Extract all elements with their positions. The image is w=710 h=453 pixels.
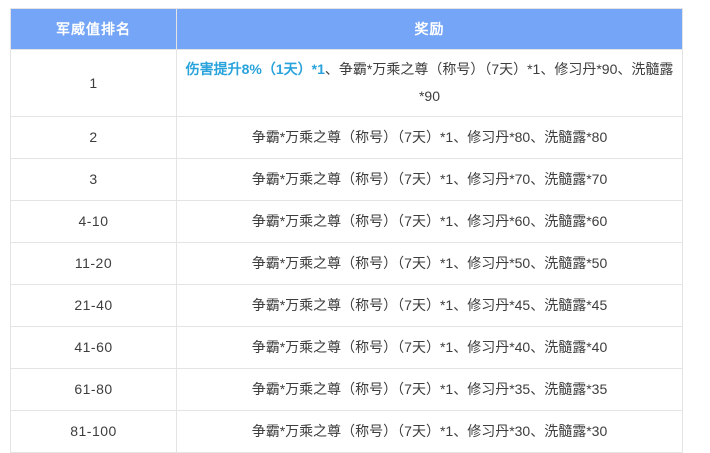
rank-cell: 21-40 xyxy=(10,284,177,327)
rank-cell: 81-100 xyxy=(10,410,177,453)
reward-cell: 争霸*万乘之尊（称号）（7天）*1、修习丹*35、洗髓露*35 xyxy=(176,368,683,411)
col-header-rank: 军威值排名 xyxy=(10,8,177,50)
header-row: 军威值排名 奖励 xyxy=(10,8,683,50)
table-row: 41-60 争霸*万乘之尊（称号）（7天）*1、修习丹*40、洗髓露*40 xyxy=(10,326,683,369)
table-row: 11-20 争霸*万乘之尊（称号）（7天）*1、修习丹*50、洗髓露*50 xyxy=(10,242,683,285)
table-row: 1 伤害提升8%（1天）*1、争霸*万乘之尊（称号）（7天）*1、修习丹*90、… xyxy=(10,49,683,117)
col-header-reward: 奖励 xyxy=(176,8,683,50)
reward-text: 争霸*万乘之尊（称号）（7天）*1、修习丹*30、洗髓露*30 xyxy=(251,423,608,439)
reward-text: 争霸*万乘之尊（称号）（7天）*1、修习丹*50、洗髓露*50 xyxy=(251,255,608,271)
reward-text: 争霸*万乘之尊（称号）（7天）*1、修习丹*70、洗髓露*70 xyxy=(251,171,608,187)
table-body: 1 伤害提升8%（1天）*1、争霸*万乘之尊（称号）（7天）*1、修习丹*90、… xyxy=(10,49,683,453)
reward-cell: 争霸*万乘之尊（称号）（7天）*1、修习丹*45、洗髓露*45 xyxy=(176,284,683,327)
rewards-table-container: 军威值排名 奖励 1 伤害提升8%（1天）*1、争霸*万乘之尊（称号）（7天）*… xyxy=(10,8,683,453)
table-row: 61-80 争霸*万乘之尊（称号）（7天）*1、修习丹*35、洗髓露*35 xyxy=(10,368,683,411)
table-row: 4-10 争霸*万乘之尊（称号）（7天）*1、修习丹*60、洗髓露*60 xyxy=(10,200,683,243)
reward-text: 、争霸*万乘之尊（称号）（7天）*1、修习丹*90、洗髓露*90 xyxy=(324,61,674,104)
reward-cell: 争霸*万乘之尊（称号）（7天）*1、修习丹*80、洗髓露*80 xyxy=(176,116,683,159)
reward-cell: 争霸*万乘之尊（称号）（7天）*1、修习丹*60、洗髓露*60 xyxy=(176,200,683,243)
reward-cell: 伤害提升8%（1天）*1、争霸*万乘之尊（称号）（7天）*1、修习丹*90、洗髓… xyxy=(176,49,683,117)
rank-cell: 41-60 xyxy=(10,326,177,369)
reward-cell: 争霸*万乘之尊（称号）（7天）*1、修习丹*70、洗髓露*70 xyxy=(176,158,683,201)
reward-text: 争霸*万乘之尊（称号）（7天）*1、修习丹*40、洗髓露*40 xyxy=(251,339,608,355)
rank-cell: 4-10 xyxy=(10,200,177,243)
rewards-table: 军威值排名 奖励 1 伤害提升8%（1天）*1、争霸*万乘之尊（称号）（7天）*… xyxy=(10,8,683,453)
table-row: 21-40 争霸*万乘之尊（称号）（7天）*1、修习丹*45、洗髓露*45 xyxy=(10,284,683,327)
reward-cell: 争霸*万乘之尊（称号）（7天）*1、修习丹*50、洗髓露*50 xyxy=(176,242,683,285)
reward-text: 争霸*万乘之尊（称号）（7天）*1、修习丹*60、洗髓露*60 xyxy=(251,213,608,229)
reward-text: 争霸*万乘之尊（称号）（7天）*1、修习丹*45、洗髓露*45 xyxy=(251,297,608,313)
reward-text: 争霸*万乘之尊（称号）（7天）*1、修习丹*35、洗髓露*35 xyxy=(251,381,608,397)
rank-cell: 2 xyxy=(10,116,177,159)
table-header: 军威值排名 奖励 xyxy=(10,8,683,50)
reward-cell: 争霸*万乘之尊（称号）（7天）*1、修习丹*40、洗髓露*40 xyxy=(176,326,683,369)
table-row: 2 争霸*万乘之尊（称号）（7天）*1、修习丹*80、洗髓露*80 xyxy=(10,116,683,159)
reward-text: 争霸*万乘之尊（称号）（7天）*1、修习丹*80、洗髓露*80 xyxy=(251,129,608,145)
table-row: 3 争霸*万乘之尊（称号）（7天）*1、修习丹*70、洗髓露*70 xyxy=(10,158,683,201)
rank-cell: 61-80 xyxy=(10,368,177,411)
reward-cell: 争霸*万乘之尊（称号）（7天）*1、修习丹*30、洗髓露*30 xyxy=(176,410,683,453)
table-row: 81-100 争霸*万乘之尊（称号）（7天）*1、修习丹*30、洗髓露*30 xyxy=(10,410,683,453)
rank-cell: 3 xyxy=(10,158,177,201)
rank-cell: 1 xyxy=(10,49,177,117)
reward-highlight: 伤害提升8%（1天）*1 xyxy=(185,61,325,77)
rank-cell: 11-20 xyxy=(10,242,177,285)
